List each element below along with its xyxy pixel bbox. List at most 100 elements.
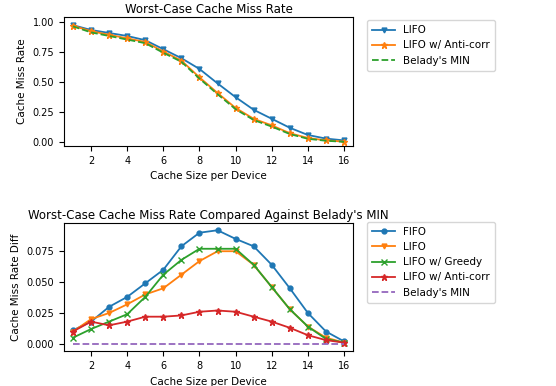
LIFO bbox=[106, 311, 112, 315]
Belady's MIN bbox=[286, 132, 293, 136]
LIFO w/ Anti-corr bbox=[214, 308, 221, 313]
FIFO bbox=[160, 267, 167, 272]
LIFO w/ Anti-corr bbox=[322, 138, 329, 143]
FIFO bbox=[196, 230, 203, 235]
LIFO w/ Anti-corr bbox=[269, 319, 275, 324]
Belady's MIN bbox=[232, 342, 239, 346]
LIFO bbox=[88, 28, 95, 32]
FIFO bbox=[269, 262, 275, 267]
FIFO bbox=[322, 329, 329, 334]
LIFO w/ Anti-corr bbox=[124, 36, 131, 41]
Belady's MIN bbox=[250, 118, 257, 122]
LIFO bbox=[142, 292, 148, 297]
LIFO w/ Anti-corr bbox=[341, 139, 348, 144]
LIFO w/ Anti-corr bbox=[70, 24, 76, 28]
Line: LIFO w/ Anti-corr: LIFO w/ Anti-corr bbox=[70, 22, 348, 145]
LIFO bbox=[341, 138, 348, 143]
LIFO w/ Anti-corr bbox=[142, 314, 148, 319]
LIFO w/ Greedy bbox=[88, 327, 95, 331]
LIFO w/ Greedy bbox=[160, 273, 167, 277]
FIFO bbox=[341, 339, 348, 344]
LIFO w/ Anti-corr bbox=[106, 32, 112, 37]
X-axis label: Cache Size per Device: Cache Size per Device bbox=[150, 171, 267, 181]
LIFO bbox=[232, 249, 239, 254]
LIFO bbox=[178, 56, 185, 61]
LIFO bbox=[142, 38, 148, 42]
Line: LIFO w/ Greedy: LIFO w/ Greedy bbox=[70, 246, 347, 345]
LIFO w/ Anti-corr bbox=[106, 323, 112, 328]
Belady's MIN bbox=[232, 107, 239, 112]
LIFO w/ Anti-corr bbox=[178, 58, 185, 63]
LIFO bbox=[250, 107, 257, 112]
FIFO bbox=[286, 286, 293, 291]
Belady's MIN bbox=[196, 76, 203, 81]
LIFO w/ Anti-corr bbox=[178, 313, 185, 318]
LIFO bbox=[160, 286, 167, 291]
Line: LIFO w/ Anti-corr: LIFO w/ Anti-corr bbox=[70, 307, 348, 346]
Legend: LIFO, LIFO w/ Anti-corr, Belady's MIN: LIFO, LIFO w/ Anti-corr, Belady's MIN bbox=[367, 20, 495, 71]
LIFO bbox=[269, 285, 275, 290]
LIFO w/ Greedy bbox=[305, 324, 311, 329]
LIFO bbox=[305, 133, 311, 137]
LIFO w/ Anti-corr bbox=[341, 340, 348, 345]
Belady's MIN bbox=[305, 137, 311, 141]
LIFO w/ Anti-corr bbox=[250, 117, 257, 121]
X-axis label: Cache Size per Device: Cache Size per Device bbox=[150, 376, 267, 386]
Belady's MIN bbox=[341, 139, 348, 144]
LIFO w/ Greedy bbox=[196, 246, 203, 251]
LIFO bbox=[124, 34, 131, 38]
FIFO bbox=[250, 244, 257, 249]
LIFO bbox=[322, 136, 329, 141]
LIFO w/ Greedy bbox=[341, 340, 348, 345]
FIFO bbox=[124, 295, 131, 299]
LIFO w/ Greedy bbox=[142, 295, 148, 299]
LIFO bbox=[178, 273, 185, 277]
LIFO w/ Anti-corr bbox=[70, 329, 76, 334]
Belady's MIN bbox=[196, 342, 203, 346]
LIFO w/ Greedy bbox=[178, 257, 185, 262]
Belady's MIN bbox=[88, 342, 95, 346]
LIFO w/ Greedy bbox=[286, 307, 293, 312]
Belady's MIN bbox=[286, 342, 293, 346]
Belady's MIN bbox=[124, 342, 131, 346]
Belady's MIN bbox=[322, 342, 329, 346]
Line: Belady's MIN: Belady's MIN bbox=[73, 26, 344, 142]
LIFO w/ Anti-corr bbox=[124, 319, 131, 324]
LIFO w/ Anti-corr bbox=[88, 319, 95, 324]
Y-axis label: Cache Miss Rate: Cache Miss Rate bbox=[17, 39, 27, 124]
LIFO bbox=[286, 307, 293, 312]
LIFO w/ Anti-corr bbox=[232, 310, 239, 314]
FIFO bbox=[106, 305, 112, 309]
Title: Worst-Case Cache Miss Rate Compared Against Belady's MIN: Worst-Case Cache Miss Rate Compared Agai… bbox=[28, 209, 389, 222]
FIFO bbox=[232, 237, 239, 241]
LIFO bbox=[196, 259, 203, 263]
Line: LIFO: LIFO bbox=[71, 249, 346, 345]
Belady's MIN bbox=[305, 342, 311, 346]
LIFO bbox=[250, 262, 257, 267]
FIFO bbox=[142, 281, 148, 286]
Belady's MIN bbox=[160, 51, 167, 55]
Belady's MIN bbox=[70, 342, 76, 346]
Belady's MIN bbox=[269, 342, 275, 346]
LIFO bbox=[196, 67, 203, 71]
LIFO bbox=[70, 23, 76, 27]
FIFO bbox=[88, 319, 95, 324]
LIFO w/ Anti-corr bbox=[160, 314, 167, 319]
LIFO bbox=[232, 95, 239, 100]
LIFO bbox=[341, 340, 348, 345]
Belady's MIN bbox=[178, 342, 185, 346]
LIFO w/ Anti-corr bbox=[250, 314, 257, 319]
LIFO w/ Greedy bbox=[214, 246, 221, 251]
LIFO bbox=[124, 302, 131, 306]
LIFO bbox=[322, 335, 329, 340]
LIFO w/ Greedy bbox=[70, 335, 76, 340]
LIFO bbox=[70, 329, 76, 334]
LIFO w/ Greedy bbox=[250, 262, 257, 267]
LIFO w/ Anti-corr bbox=[322, 338, 329, 342]
Belady's MIN bbox=[250, 342, 257, 346]
Belady's MIN bbox=[214, 92, 221, 96]
Line: FIFO: FIFO bbox=[71, 228, 346, 344]
Belady's MIN bbox=[322, 139, 329, 143]
LIFO w/ Anti-corr bbox=[214, 91, 221, 95]
LIFO w/ Anti-corr bbox=[232, 106, 239, 110]
